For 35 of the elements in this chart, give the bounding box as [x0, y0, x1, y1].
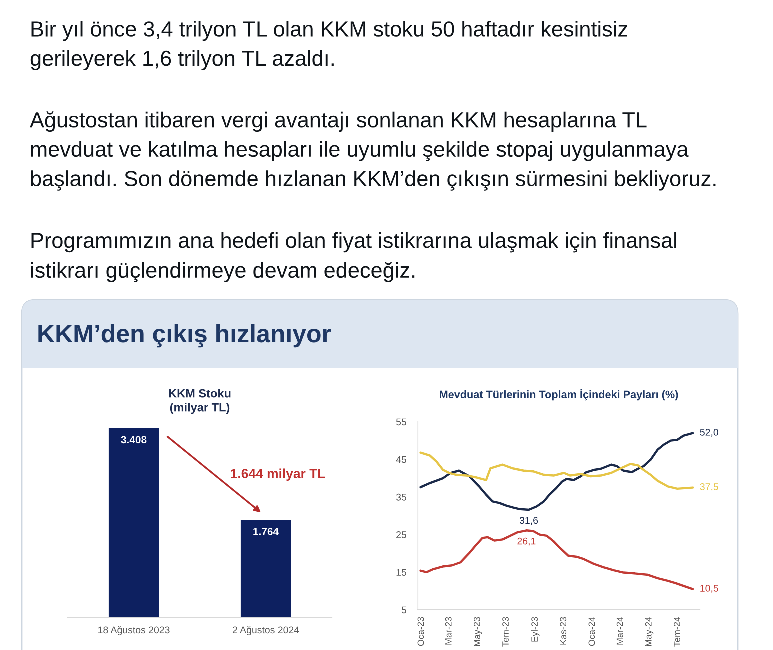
data-label: 10,5 — [700, 585, 718, 594]
annotation: 1.644 milyar TL — [231, 468, 326, 482]
y-tick-label: 15 — [396, 569, 406, 576]
x-tick-label: Mar-24 — [616, 617, 624, 645]
x-tick-label: 2 Ağustos 2024 — [232, 626, 300, 636]
x-tick-label: Kas-23 — [560, 617, 567, 645]
y-tick-label: 45 — [396, 456, 406, 464]
x-tick-label: Oca-24 — [588, 617, 596, 646]
data-label: 31,6 — [520, 517, 538, 526]
x-tick-label: Eyl-23 — [531, 617, 540, 642]
line-series — [420, 432, 694, 512]
y-tick-label: 35 — [396, 494, 406, 501]
x-tick-label: Oca-23 — [418, 617, 424, 646]
x-tick-label: 18 Ağustos 2023 — [98, 626, 170, 636]
chart-title: KKM Stoku (milyar TL) — [169, 389, 231, 414]
x-tick-label: Mar-23 — [445, 617, 452, 645]
text: Ağustostan itibaren vergi avantajı sonlanan KKM hesaplarına TL mevduat ve katılma hesapları ile uyumlu şekilde stopaj uygulanmaya başlandı. Son dönemde hızlanan KKM’den çıkışın sürmesini bekliyoruz. — [30, 112, 716, 191]
data-label: 52,0 — [700, 429, 718, 438]
data-label: 3.408 — [121, 436, 147, 444]
y-tick-label: 25 — [396, 532, 406, 538]
x-tick-label: Tem-23 — [502, 617, 509, 647]
x-tick-label: May-23 — [474, 617, 482, 646]
y-tick-label: 5 — [402, 606, 406, 614]
text: Bir yıl önce 3,4 trilyon TL olan KKM stoku 50 haftadır kesintisiz gerileyerek 1,6 trilyon TL azaldı. — [30, 21, 628, 70]
line-series — [420, 452, 694, 490]
text: Programımızın ana hedefi olan fiyat istikrarına ulaşmak için finansal istikrarı güçlendirmeye devam edeceğiz. — [31, 232, 676, 283]
data-label: 1.764 — [254, 528, 279, 536]
data-label: 26,1 — [518, 538, 536, 546]
line-series — [420, 530, 694, 590]
y-tick-label: 55 — [396, 418, 406, 426]
x-tick-label: Tem-24 — [674, 617, 680, 647]
x-tick-label: May-24 — [645, 617, 654, 646]
text: KKM’den çıkış hızlanıyor — [38, 324, 332, 348]
chart-title: Mevduat Türlerinin Toplam İçindeki Payları (%) — [440, 389, 678, 401]
data-label: 37,5 — [700, 484, 718, 492]
